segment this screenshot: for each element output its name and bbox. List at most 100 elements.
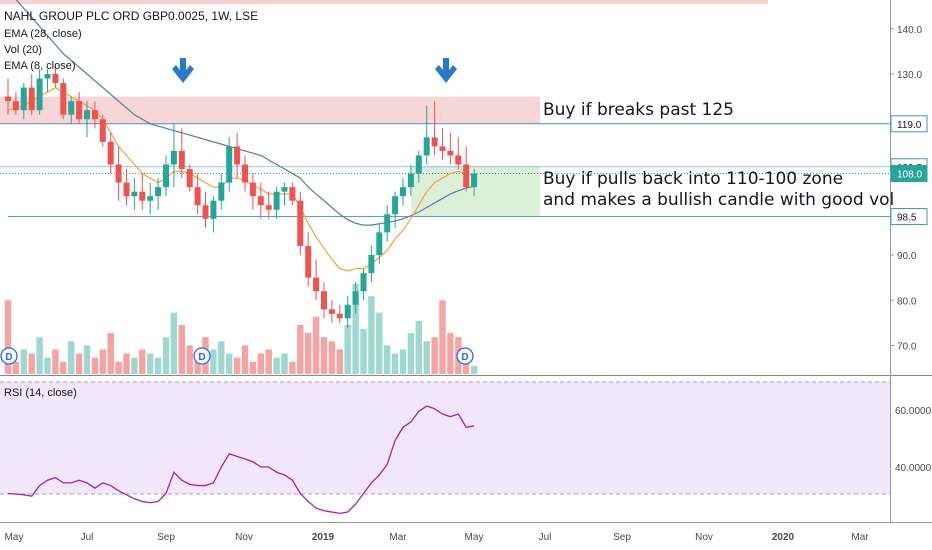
time-tick-label: Sep — [613, 532, 631, 543]
candle-body — [313, 277, 320, 292]
candle — [194, 173, 201, 215]
candle — [273, 187, 280, 219]
candle — [368, 245, 375, 283]
candle — [392, 191, 399, 228]
volume-bar — [368, 296, 375, 374]
volume-bar — [154, 357, 162, 374]
price-levels — [0, 123, 890, 217]
price-axis[interactable]: 140.0 130.0 90.0 80.0 70.0 — [890, 25, 922, 353]
candle-body — [265, 205, 272, 210]
candle — [439, 128, 446, 160]
candle — [265, 191, 272, 219]
dividend-badge[interactable]: D — [456, 347, 474, 365]
candle — [12, 92, 19, 115]
candle — [352, 282, 359, 314]
candle-body — [439, 146, 446, 151]
volume-bar — [312, 316, 320, 374]
annotation-pullback-line2[interactable]: and makes a bullish candle with good vol — [543, 190, 894, 210]
candle — [234, 132, 241, 179]
time-tick-label: Jul — [81, 532, 94, 543]
candle-body — [455, 155, 462, 165]
volume-bar — [423, 341, 430, 374]
candle-body — [155, 187, 162, 197]
volume-bar — [273, 357, 280, 374]
rsi-band-fill — [0, 382, 890, 494]
candle — [281, 182, 288, 206]
candle-body — [210, 200, 217, 219]
candle-body — [178, 150, 185, 170]
price-tag: 98.5 — [890, 208, 928, 226]
indicator-volume-label[interactable]: Vol (20) — [4, 44, 42, 56]
price-tag-label: 119.0 — [897, 120, 922, 131]
candle — [360, 268, 367, 301]
candle — [76, 92, 83, 124]
candle — [257, 182, 264, 219]
candle — [321, 282, 327, 319]
candle-body — [234, 146, 241, 165]
candle — [400, 178, 406, 206]
down-arrow-icon — [435, 58, 457, 83]
volume-bar — [391, 353, 399, 374]
price-tick-label: 70.0 — [897, 342, 917, 353]
indicator-ema8-label[interactable]: EMA (8, close) — [4, 60, 76, 72]
volume-bar — [36, 337, 43, 374]
down-arrow-icon — [172, 58, 194, 83]
volume-bar — [360, 329, 367, 374]
volume-bar — [162, 337, 170, 374]
time-axis[interactable]: May Jul Sep Nov 2019 Mar May Jul Sep Nov 2020 Mar — [5, 532, 870, 543]
volume-bar — [20, 349, 27, 374]
dividend-badge[interactable]: D — [193, 347, 211, 365]
candle — [289, 182, 296, 206]
candle — [344, 295, 351, 328]
volume-bar — [131, 357, 138, 374]
rsi-tick-40: 40.0000 — [895, 463, 932, 474]
candle-body — [60, 83, 67, 115]
indicator-ema28-label[interactable]: EMA (28, close) — [4, 28, 82, 40]
candle — [463, 146, 470, 192]
volume-bar — [447, 333, 454, 374]
candle-body — [131, 191, 138, 197]
time-tick-label: Mar — [851, 532, 869, 543]
candle-body — [407, 173, 414, 188]
volume-bar — [44, 357, 51, 374]
candle — [139, 173, 146, 210]
candle-body — [297, 200, 304, 246]
candle-body — [384, 214, 391, 233]
candle — [36, 69, 43, 115]
volume-bar — [297, 324, 304, 374]
price-tag: 108.0 — [890, 165, 928, 183]
candle — [5, 78, 11, 115]
candle-body — [123, 182, 130, 197]
candle — [84, 101, 90, 138]
volume-bar — [210, 349, 217, 374]
price-tags: 119.0109.5108.098.5 — [890, 115, 928, 226]
time-tick-label: 2019 — [312, 532, 335, 543]
dividend-badge[interactable]: D — [0, 347, 18, 365]
candle — [186, 164, 193, 192]
volume-bar — [139, 349, 146, 374]
price-tick-label: 140.0 — [897, 25, 922, 36]
svg-text:D: D — [198, 352, 205, 363]
candle-body — [242, 164, 248, 183]
ema8-line — [7, 86, 475, 272]
volume-bar — [289, 361, 296, 374]
candle-body — [368, 255, 375, 274]
time-tick-label: Mar — [389, 532, 407, 543]
candle-body — [328, 309, 335, 314]
candle-body — [20, 87, 27, 111]
annotation-breakout[interactable]: Buy if breaks past 125 — [543, 100, 734, 120]
candle — [123, 169, 130, 206]
rsi-line — [7, 405, 475, 515]
volume-bar — [439, 300, 446, 374]
annotation-pullback-line1[interactable]: Buy if pulls back into 110-100 zone — [543, 169, 843, 189]
candle — [328, 300, 335, 323]
candle-body — [44, 74, 51, 79]
candle — [52, 64, 59, 88]
svg-text:D: D — [461, 352, 468, 363]
candle — [376, 223, 383, 265]
candle — [242, 155, 248, 192]
rsi-label[interactable]: RSI (14, close) — [4, 387, 77, 399]
candle — [336, 304, 343, 323]
candle-body — [376, 232, 383, 255]
